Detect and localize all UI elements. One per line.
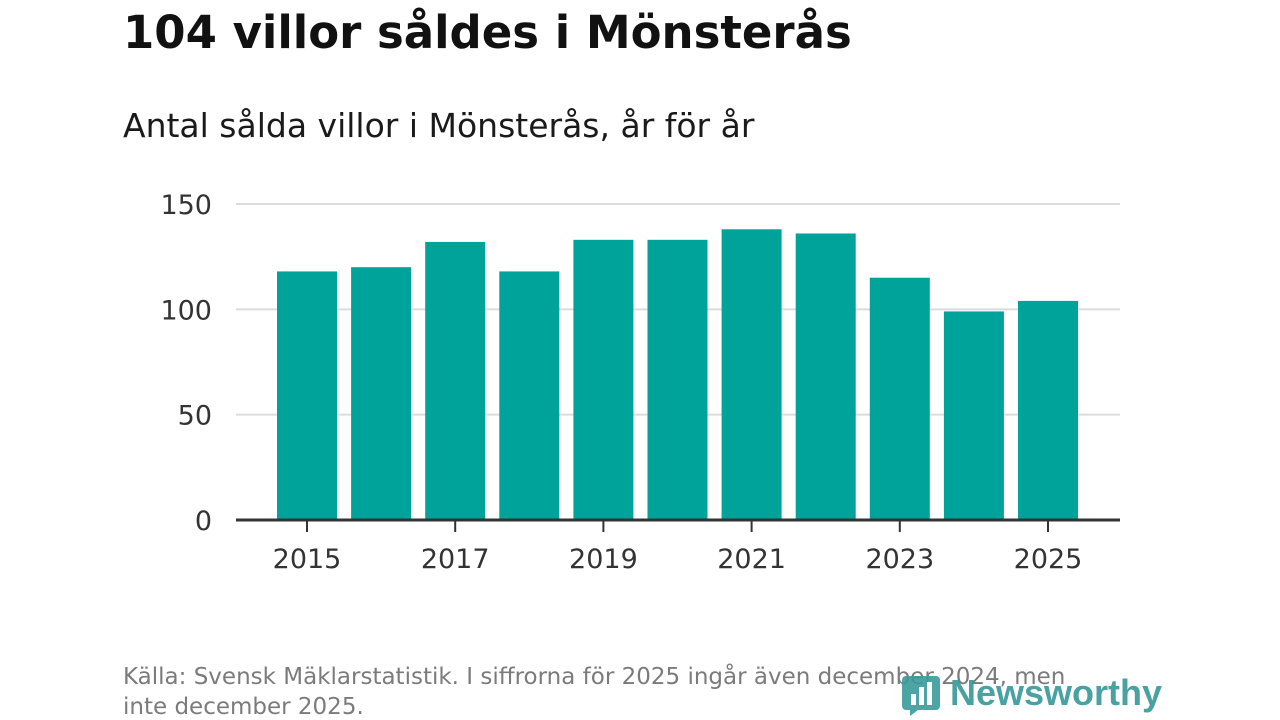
x-tick-label: 2019 xyxy=(569,544,638,575)
bar-2018 xyxy=(499,271,560,520)
x-tick-label: 2025 xyxy=(1014,544,1083,575)
x-tick-label: 2021 xyxy=(717,544,786,575)
bar-2022 xyxy=(795,233,856,520)
chart-title: 104 villor såldes i Mönsterås xyxy=(123,6,852,59)
bar-2017 xyxy=(425,241,486,521)
x-tick-label: 2017 xyxy=(421,544,490,575)
y-tick-label: 50 xyxy=(178,401,212,432)
bar-2019 xyxy=(573,239,634,520)
bar-chart: 0 50 100 150 2015 2017 2019 2021 2023 2025 xyxy=(160,190,1120,575)
axes: 0 50 100 150 2015 2017 2019 2021 2023 2025 xyxy=(160,190,1120,575)
y-tick-label: 150 xyxy=(160,190,212,221)
bar-2024 xyxy=(943,311,1004,520)
y-tick-label: 100 xyxy=(160,295,212,326)
bar-2021 xyxy=(721,229,782,520)
logo-wordmark: Newsworthy xyxy=(950,672,1163,713)
chart-subtitle: Antal sålda villor i Mönsterås, år för å… xyxy=(123,106,755,145)
bar-2016 xyxy=(351,267,412,520)
bar-2015 xyxy=(277,271,337,520)
bar-2025 xyxy=(1018,300,1078,520)
x-tick-label: 2023 xyxy=(865,544,934,575)
y-tick-label: 0 xyxy=(195,506,212,537)
bar-chart-logo-icon xyxy=(902,676,940,716)
x-tick-label: 2015 xyxy=(273,544,342,575)
bar-2020 xyxy=(647,239,708,520)
bars xyxy=(277,229,1078,521)
newsworthy-logo: Newsworthy xyxy=(902,668,1162,718)
bar-2023 xyxy=(869,277,930,520)
